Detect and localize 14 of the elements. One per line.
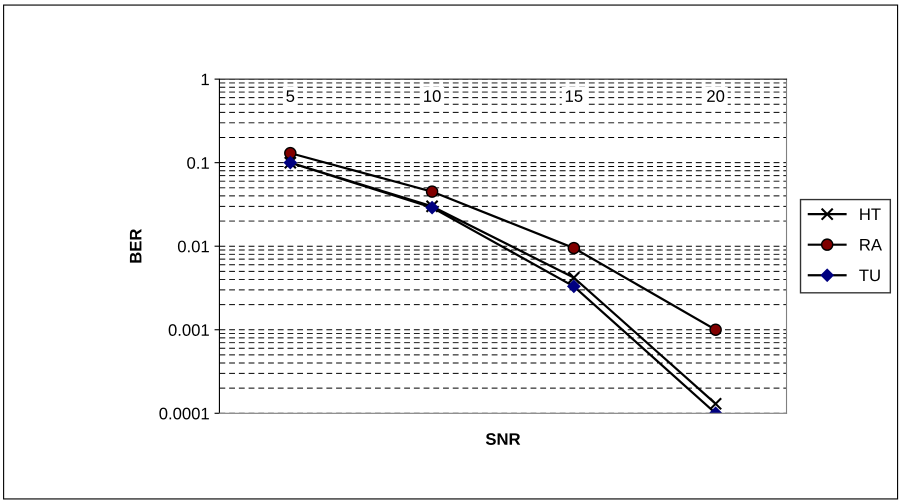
y-tick-label: 0.0001: [159, 408, 209, 420]
legend-label: TU: [859, 270, 880, 282]
x-tick-label: 10: [424, 90, 441, 102]
y-tick-label: 1: [202, 74, 209, 86]
y-tick-label: 0.001: [168, 324, 209, 336]
legend-label: HT: [860, 208, 881, 220]
y-axis-title: BER: [130, 228, 142, 263]
y-tick-label: 0.01: [178, 240, 209, 252]
x-tick-label: 5: [286, 90, 294, 102]
x-tick-label: 15: [566, 90, 582, 102]
x-axis-title: SNR: [486, 433, 520, 445]
x-tick-label: 20: [707, 90, 724, 102]
y-tick-label: 0.1: [187, 157, 209, 169]
legend-label: RA: [860, 239, 882, 251]
